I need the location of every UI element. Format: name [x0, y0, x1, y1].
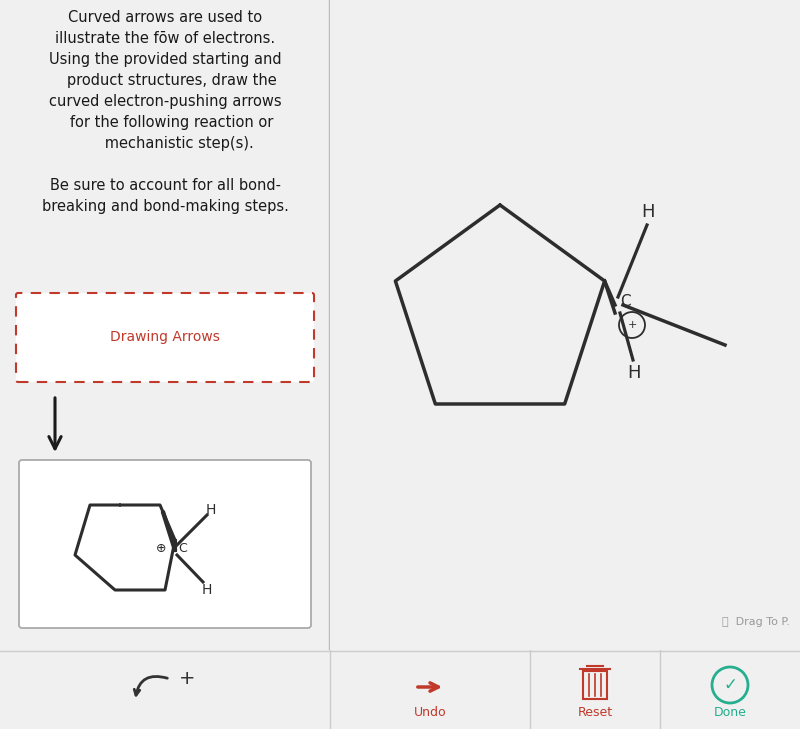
- Text: Undo: Undo: [414, 706, 446, 720]
- Text: Reset: Reset: [578, 706, 613, 720]
- Text: ⊕: ⊕: [156, 542, 166, 555]
- Text: H: H: [202, 583, 212, 597]
- Text: +: +: [178, 669, 195, 688]
- Text: ✓: ✓: [723, 676, 737, 694]
- Text: Drawing Arrows: Drawing Arrows: [110, 330, 220, 345]
- Text: H: H: [627, 364, 641, 382]
- Text: 🖐  Drag To P.: 🖐 Drag To P.: [722, 617, 790, 627]
- FancyBboxPatch shape: [19, 460, 311, 628]
- Text: Done: Done: [714, 706, 746, 720]
- Text: H: H: [206, 503, 216, 517]
- Text: +: +: [627, 320, 637, 330]
- Text: C: C: [178, 542, 186, 555]
- FancyBboxPatch shape: [16, 293, 314, 382]
- Text: H: H: [642, 203, 654, 221]
- Text: C: C: [620, 294, 630, 308]
- Text: Curved arrows are used to
illustrate the fōw of electrons.
Using the provided st: Curved arrows are used to illustrate the…: [42, 10, 289, 214]
